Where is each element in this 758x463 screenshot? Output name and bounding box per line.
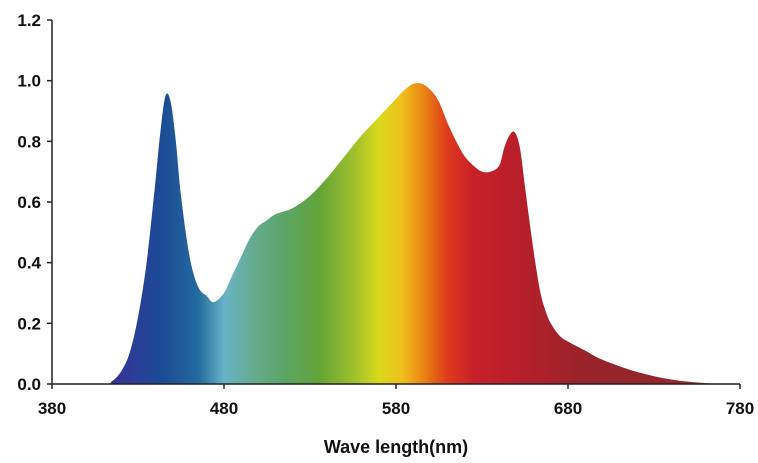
y-tick-label: 0.4 <box>17 254 41 273</box>
spectrum-area <box>52 82 740 384</box>
y-ticks: 0.0 0.2 0.4 0.6 0.8 1.0 1.2 <box>17 11 52 394</box>
x-tick-label: 580 <box>382 399 410 418</box>
y-tick-label: 0.8 <box>17 132 41 151</box>
x-tick-label: 480 <box>210 399 238 418</box>
x-axis-label: Wave length(nm) <box>324 437 468 457</box>
y-tick-label: 1.2 <box>17 11 41 30</box>
y-tick-label: 0.2 <box>17 314 41 333</box>
y-tick-label: 1.0 <box>17 72 41 91</box>
x-tick-label: 680 <box>554 399 582 418</box>
x-ticks: 380 480 580 680 780 <box>38 384 754 418</box>
y-tick-label: 0.0 <box>17 375 41 394</box>
x-tick-label: 380 <box>38 399 66 418</box>
y-tick-label: 0.6 <box>17 193 41 212</box>
x-tick-label: 780 <box>726 399 754 418</box>
